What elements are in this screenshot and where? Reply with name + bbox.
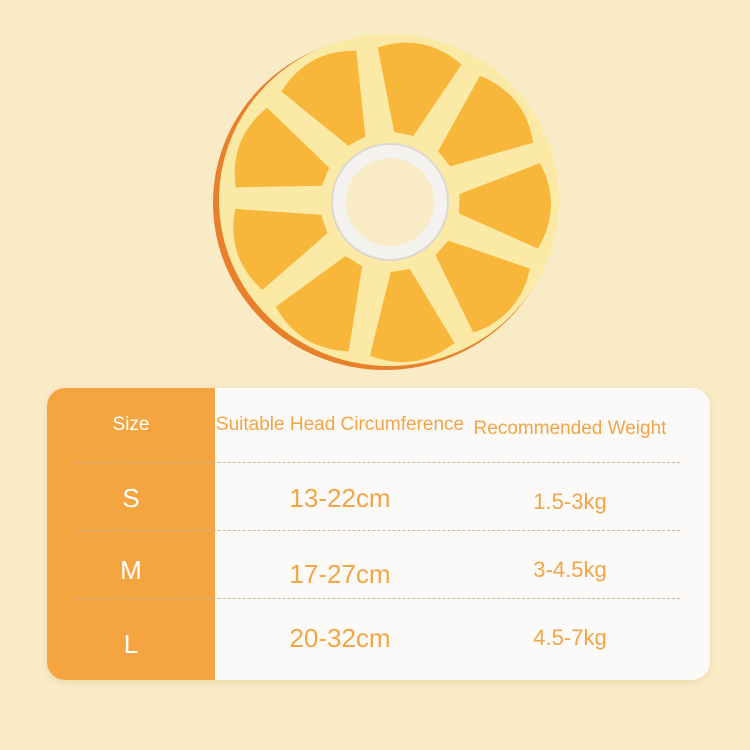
- row-m-head: 17-27cm: [289, 558, 391, 589]
- row-s-size: S: [122, 482, 140, 513]
- header-weight: Recommended Weight: [473, 418, 667, 439]
- row-s-weight: 1.5-3kg: [533, 489, 607, 514]
- row-l-size: L: [123, 628, 139, 659]
- orange-segment: [275, 256, 363, 352]
- row-l-head: 20-32cm: [289, 622, 391, 653]
- row-m-weight: 3-4.5kg: [533, 557, 607, 582]
- orange-segment: [459, 163, 551, 249]
- orange-segment: [435, 240, 530, 333]
- orange-segment: [233, 208, 328, 290]
- orange-segment: [281, 50, 366, 146]
- row-l-weight: 4.5-7kg: [533, 625, 607, 650]
- size-column: [47, 388, 215, 680]
- orange-segment: [438, 75, 534, 167]
- row-s-head: 13-22cm: [289, 482, 391, 513]
- size-chart-table: Size Suitable Head Circumference Recomme…: [47, 388, 710, 680]
- row-m-size: M: [120, 554, 142, 585]
- orange-segment: [377, 42, 462, 136]
- orange-slice-collar-image: [213, 34, 559, 370]
- header-head-circumference: Suitable Head Circumference: [215, 414, 465, 435]
- orange-segment: [234, 107, 330, 188]
- orange-segment: [369, 269, 455, 363]
- header-size: Size: [112, 414, 150, 435]
